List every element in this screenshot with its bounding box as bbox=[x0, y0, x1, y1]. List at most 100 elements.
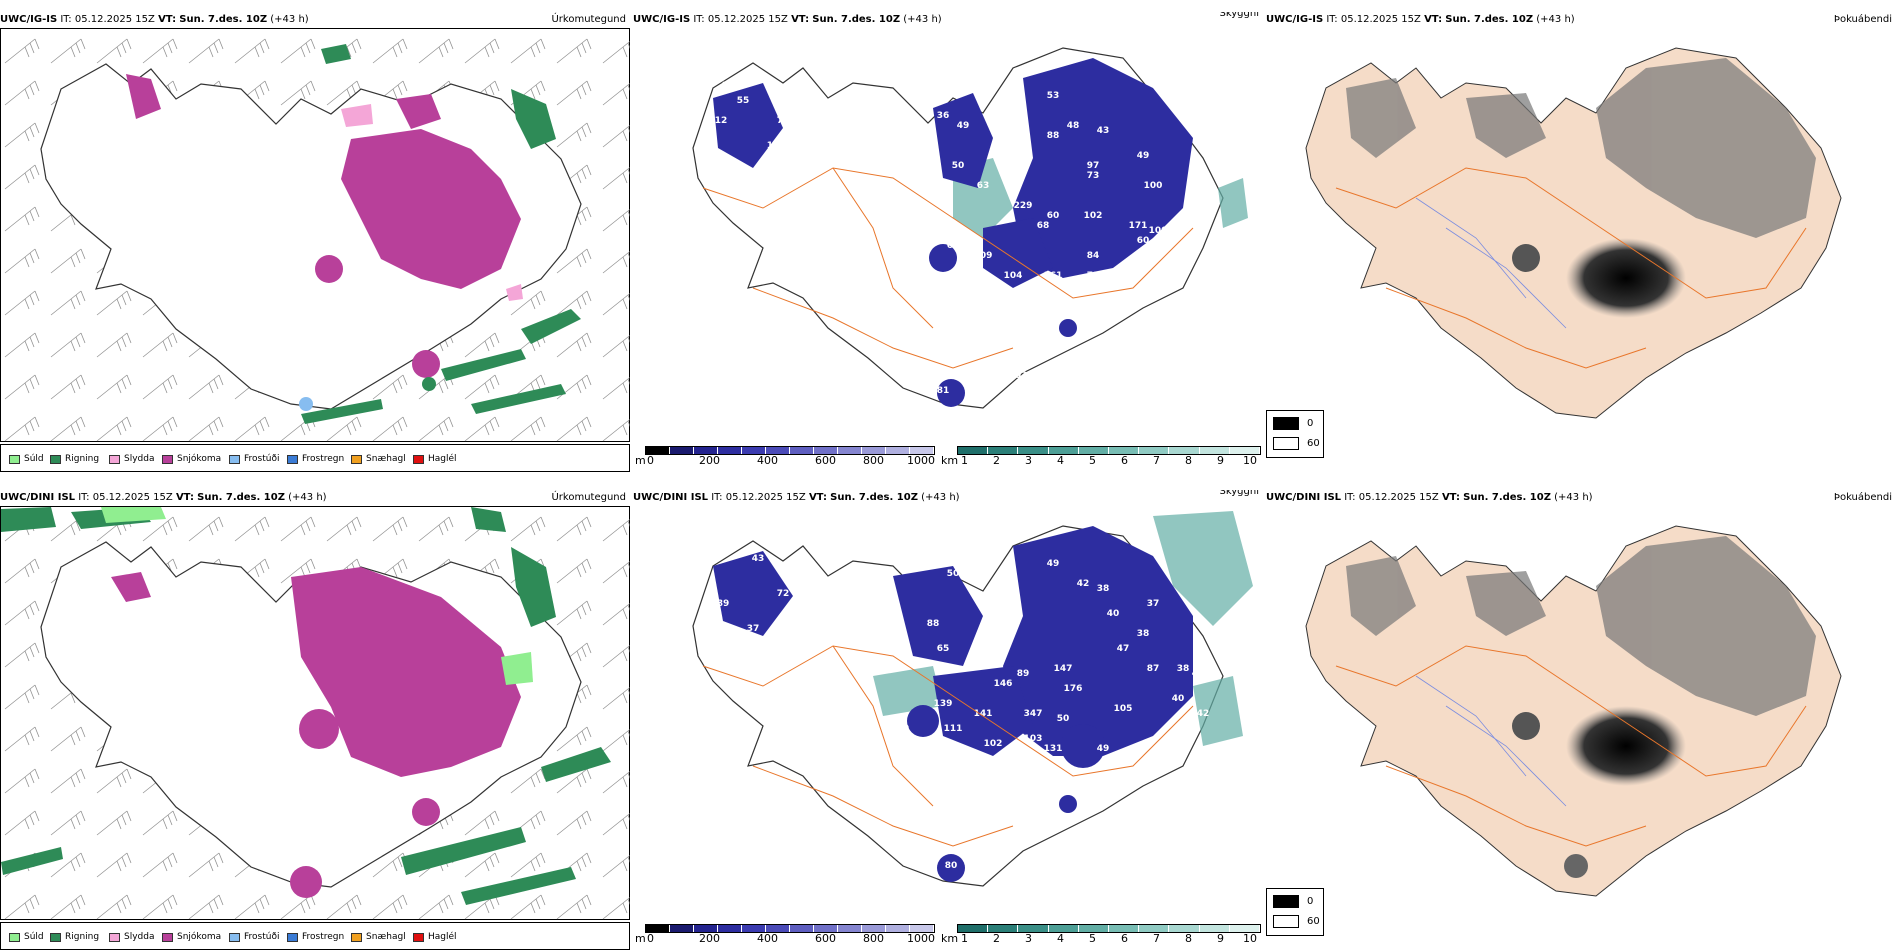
roads bbox=[702, 167, 1194, 369]
cloud-base-value: 147 bbox=[1054, 664, 1073, 674]
cloud-base-value: 49 bbox=[957, 121, 970, 131]
cloud-base-value: 84 bbox=[1087, 251, 1100, 261]
precip-panel-row1: UWC/IG-IS IT: 05.12.2025 15Z VT: Sun. 7.… bbox=[0, 12, 630, 472]
cloud-base-value: 41 bbox=[1172, 729, 1185, 739]
roads bbox=[1335, 167, 1807, 369]
height-colorbar: m 0 200 400 600 800 1000 bbox=[635, 446, 935, 467]
cloud-base-areas bbox=[713, 58, 1193, 407]
legend-label: Rigning bbox=[65, 454, 100, 464]
fog-map-svg bbox=[1305, 525, 1842, 897]
cloud-base-value: 137 bbox=[1114, 301, 1133, 311]
legend-swatch bbox=[9, 454, 20, 464]
vt-label: VT: bbox=[791, 14, 810, 25]
legend-swatch bbox=[162, 932, 173, 942]
cloud-base-value: 78 bbox=[1087, 271, 1100, 281]
colorbar-tick: 800 bbox=[863, 454, 884, 467]
lead-time: (+43 h) bbox=[270, 14, 309, 25]
cloud-base-value: 73 bbox=[1087, 171, 1100, 181]
it-value: 05.12.2025 15Z bbox=[1340, 14, 1421, 25]
fog-legend-row: 60 bbox=[1273, 915, 1320, 928]
legend-swatch bbox=[229, 932, 240, 942]
fog-dense-area bbox=[1566, 238, 1686, 318]
legend-label: Snæhagl bbox=[366, 932, 406, 942]
fog-legend-swatch bbox=[1273, 417, 1299, 430]
panel-header: UWC/IG-IS IT: 05.12.2025 15Z VT: Sun. 7.… bbox=[0, 12, 630, 28]
model-name: UWC/IG-IS bbox=[1266, 14, 1324, 25]
fog-legend-swatch bbox=[1273, 915, 1299, 928]
fog-legend: 0 60 bbox=[1266, 410, 1324, 458]
legend-label: Súld bbox=[24, 454, 44, 464]
cloud-base-areas bbox=[713, 526, 1193, 882]
precip-map-svg bbox=[1, 29, 630, 443]
param-title: Skyggni bbox=[1219, 12, 1259, 19]
it-label: IT: bbox=[1326, 14, 1338, 25]
lead-time: (+43 h) bbox=[903, 14, 942, 25]
cloud-base-value: 38 bbox=[1137, 629, 1150, 639]
legend-item: Rigning bbox=[50, 932, 99, 942]
legend-label: Haglél bbox=[428, 454, 457, 464]
it-value: 05.12.2025 15Z bbox=[707, 14, 788, 25]
legend-item: Rigning bbox=[50, 454, 99, 464]
colorbar-unit: m bbox=[635, 454, 646, 467]
legend-item: Frostregn bbox=[287, 932, 344, 942]
cloud-base-value: 69 bbox=[1067, 291, 1080, 301]
cloud-base-value: 105 bbox=[1114, 704, 1133, 714]
visibility-colorbar-strip bbox=[957, 446, 1261, 455]
cloud-base-value: 79 bbox=[897, 724, 910, 734]
panel-header: UWC/IG-IS IT: 05.12.2025 15Z VT: Sun. 7.… bbox=[1266, 12, 1896, 28]
param-title: Skyggni bbox=[1219, 490, 1259, 497]
cloud-base-value: 104 bbox=[1004, 271, 1023, 281]
it-label: IT: bbox=[60, 14, 72, 25]
cloud-base-value: 47 bbox=[1182, 256, 1195, 266]
cloud-map[interactable]: 82 55 12 104 11 78 36 49 47 53 48 43 56 50 88 97 49 63 73 1… bbox=[633, 28, 1263, 442]
cloud-base-value: 60 bbox=[907, 659, 920, 669]
cloud-map[interactable]: 80 43 72 89 37 50 49 42 38 88 60 65 40 37 38 146 89 147 17… bbox=[633, 506, 1263, 920]
colorbar-tick: 1000 bbox=[907, 454, 935, 467]
legend-label: Haglél bbox=[428, 932, 457, 942]
lead-time: (+43 h) bbox=[921, 492, 960, 503]
legend-item: Slydda bbox=[109, 932, 154, 942]
rain-areas bbox=[301, 44, 581, 424]
legend-item: Snæhagl bbox=[351, 932, 406, 942]
cloud-base-value: 131 bbox=[1044, 744, 1063, 754]
precip-map[interactable] bbox=[0, 506, 630, 921]
legend-item: Súld bbox=[9, 454, 44, 464]
fog-legend-row: 0 bbox=[1273, 417, 1313, 430]
cloud-base-value: 89 bbox=[1017, 669, 1030, 679]
colorbar-tick: 1000 bbox=[907, 932, 935, 945]
cloud-base-value: 60 bbox=[1137, 236, 1150, 246]
cloud-base-value: 56 bbox=[927, 161, 940, 171]
fog-legend-row: 0 bbox=[1273, 895, 1313, 908]
lead-time: (+43 h) bbox=[1554, 492, 1593, 503]
cloud-base-value: 176 bbox=[1064, 684, 1083, 694]
vt-value: Sun. 7.des. 10Z bbox=[1445, 14, 1534, 25]
cloud-panel-row1: UWC/IG-IS IT: 05.12.2025 15Z VT: Sun. 7.… bbox=[633, 12, 1263, 472]
cloud-base-value: 42 bbox=[1077, 579, 1090, 589]
vt-value: Sun. 7.des. 10Z bbox=[179, 14, 268, 25]
cloud-base-value: 89 bbox=[717, 599, 730, 609]
fog-gray-areas bbox=[1346, 536, 1816, 716]
cloud-base-value: 40 bbox=[1107, 609, 1120, 619]
legend-swatch bbox=[162, 454, 173, 464]
cloud-base-value: 146 bbox=[994, 679, 1013, 689]
cloud-base-value: 49 bbox=[1097, 744, 1110, 754]
colorbar-tick: 2 bbox=[993, 454, 1000, 467]
cloud-base-value: 78 bbox=[777, 116, 790, 126]
cloud-base-value: 81 bbox=[937, 386, 950, 396]
colorbar-tick: 8 bbox=[1185, 454, 1192, 467]
cloud-base-value: 82 bbox=[1042, 291, 1055, 301]
legend-label: Snjókoma bbox=[177, 932, 222, 942]
cloud-base-value: 88 bbox=[1047, 131, 1060, 141]
fog-legend-label: 60 bbox=[1307, 438, 1320, 449]
fog-legend-row: 60 bbox=[1273, 437, 1320, 450]
fog-map[interactable] bbox=[1266, 506, 1896, 920]
cloud-base-numbers: 80 43 72 89 37 50 49 42 38 88 60 65 40 37 38 146 89 147 17… bbox=[717, 544, 1210, 871]
legend-item: Slydda bbox=[109, 454, 154, 464]
colorbar-tick: 1 bbox=[961, 454, 968, 467]
cloud-base-value: 104 bbox=[704, 151, 723, 161]
fog-map[interactable] bbox=[1266, 28, 1896, 442]
cloud-base-value: 47 bbox=[1117, 644, 1130, 654]
cloud-base-value: 103 bbox=[1009, 371, 1028, 381]
colorbar-tick: 400 bbox=[757, 454, 778, 467]
precip-map[interactable] bbox=[0, 28, 630, 443]
